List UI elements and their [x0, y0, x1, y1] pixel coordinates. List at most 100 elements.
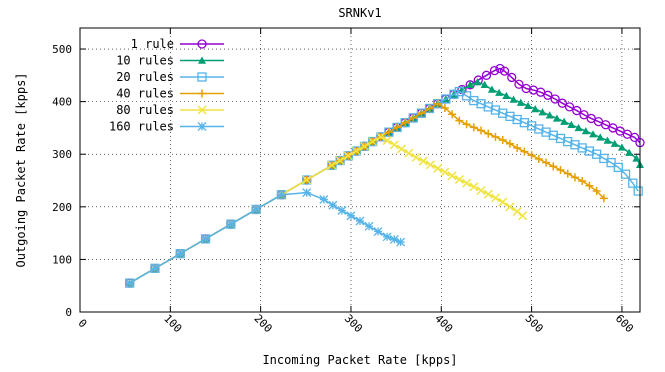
data-point [507, 72, 517, 83]
data-point [319, 194, 329, 204]
data-point [449, 89, 459, 99]
data-point [337, 206, 347, 215]
data-point [592, 187, 601, 196]
legend-item: 160 rules [109, 120, 224, 134]
x-tick-label: 0 [76, 317, 90, 331]
data-point [384, 128, 393, 137]
data-point [462, 120, 471, 129]
data-point [359, 141, 370, 151]
data-point [454, 174, 464, 184]
data-point [499, 66, 510, 76]
data-point [538, 108, 547, 116]
x-tick-label: 400 [432, 312, 455, 335]
data-point [480, 80, 489, 88]
series-star [125, 188, 406, 288]
data-point [448, 110, 457, 119]
data-point [632, 154, 641, 162]
data-point [462, 178, 472, 188]
data-point [563, 169, 572, 178]
data-point [589, 130, 598, 138]
data-point [545, 111, 554, 119]
legend-marker [198, 56, 206, 64]
data-point [495, 88, 504, 96]
series-box [125, 86, 643, 288]
legend-marker [198, 89, 206, 98]
legend-marker [197, 122, 207, 131]
data-point [302, 175, 312, 185]
data-point [542, 158, 551, 167]
data-point [514, 79, 524, 89]
series-line [129, 135, 524, 284]
data-point [226, 219, 236, 229]
series-layer [125, 63, 645, 288]
data-point [505, 111, 515, 122]
data-point [201, 234, 211, 244]
data-point [440, 103, 449, 112]
data-point [556, 166, 565, 174]
x-tick-label: 100 [161, 312, 184, 335]
data-point [512, 114, 522, 125]
data-point [628, 178, 638, 188]
legend: 1 rule 10 rules 20 rules 40 rules 80 rules 16… [109, 37, 224, 134]
y-tick-label: 300 [52, 148, 72, 161]
data-point [483, 189, 493, 199]
data-point [440, 167, 450, 177]
data-point [572, 105, 582, 116]
legend-label: 160 rules [109, 120, 174, 134]
data-point [476, 185, 486, 196]
data-point [549, 162, 558, 171]
data-point [555, 133, 566, 144]
data-point [466, 80, 475, 88]
data-point [175, 249, 185, 259]
data-point [302, 188, 312, 198]
data-point [251, 204, 261, 214]
data-point [606, 157, 616, 168]
data-point [382, 136, 392, 146]
data-point [433, 163, 443, 173]
data-point [389, 140, 399, 150]
data-point [393, 123, 402, 132]
data-point [397, 144, 407, 154]
data-point [355, 216, 365, 226]
data-point [557, 98, 567, 108]
plot-frame [79, 27, 641, 313]
data-point [495, 63, 505, 74]
data-point [520, 147, 529, 156]
y-tick-label: 200 [52, 201, 72, 214]
data-point [578, 177, 587, 186]
data-point [441, 94, 451, 104]
data-point [505, 139, 514, 148]
data-point [509, 95, 518, 103]
y-tick-label: 0 [65, 306, 72, 319]
data-point [596, 133, 605, 141]
data-point [516, 98, 525, 106]
legend-marker [197, 39, 207, 49]
data-point [328, 200, 338, 210]
chart-title: SRNKv1 [338, 6, 381, 20]
data-point [518, 211, 528, 221]
legend-marker [197, 105, 207, 115]
data-point [335, 156, 345, 166]
data-point [563, 136, 573, 147]
data-point [564, 102, 575, 112]
data-point [524, 101, 532, 110]
data-point [376, 132, 386, 142]
series-circle [125, 63, 645, 288]
series-line [129, 81, 641, 284]
data-point [620, 169, 631, 179]
data-point [469, 123, 478, 132]
data-point [433, 99, 442, 108]
data-point [409, 113, 418, 122]
data-point [541, 127, 551, 137]
data-point [351, 146, 361, 156]
data-point [346, 211, 356, 221]
data-point [603, 136, 612, 144]
y-axis-title: Outgoing Packet Rate [kpps] [14, 72, 28, 267]
series-cross [125, 132, 528, 288]
data-point [150, 263, 160, 273]
data-point [574, 123, 583, 132]
data-point [418, 156, 428, 166]
data-point [425, 160, 435, 170]
legend-label: 10 rules [116, 54, 174, 68]
